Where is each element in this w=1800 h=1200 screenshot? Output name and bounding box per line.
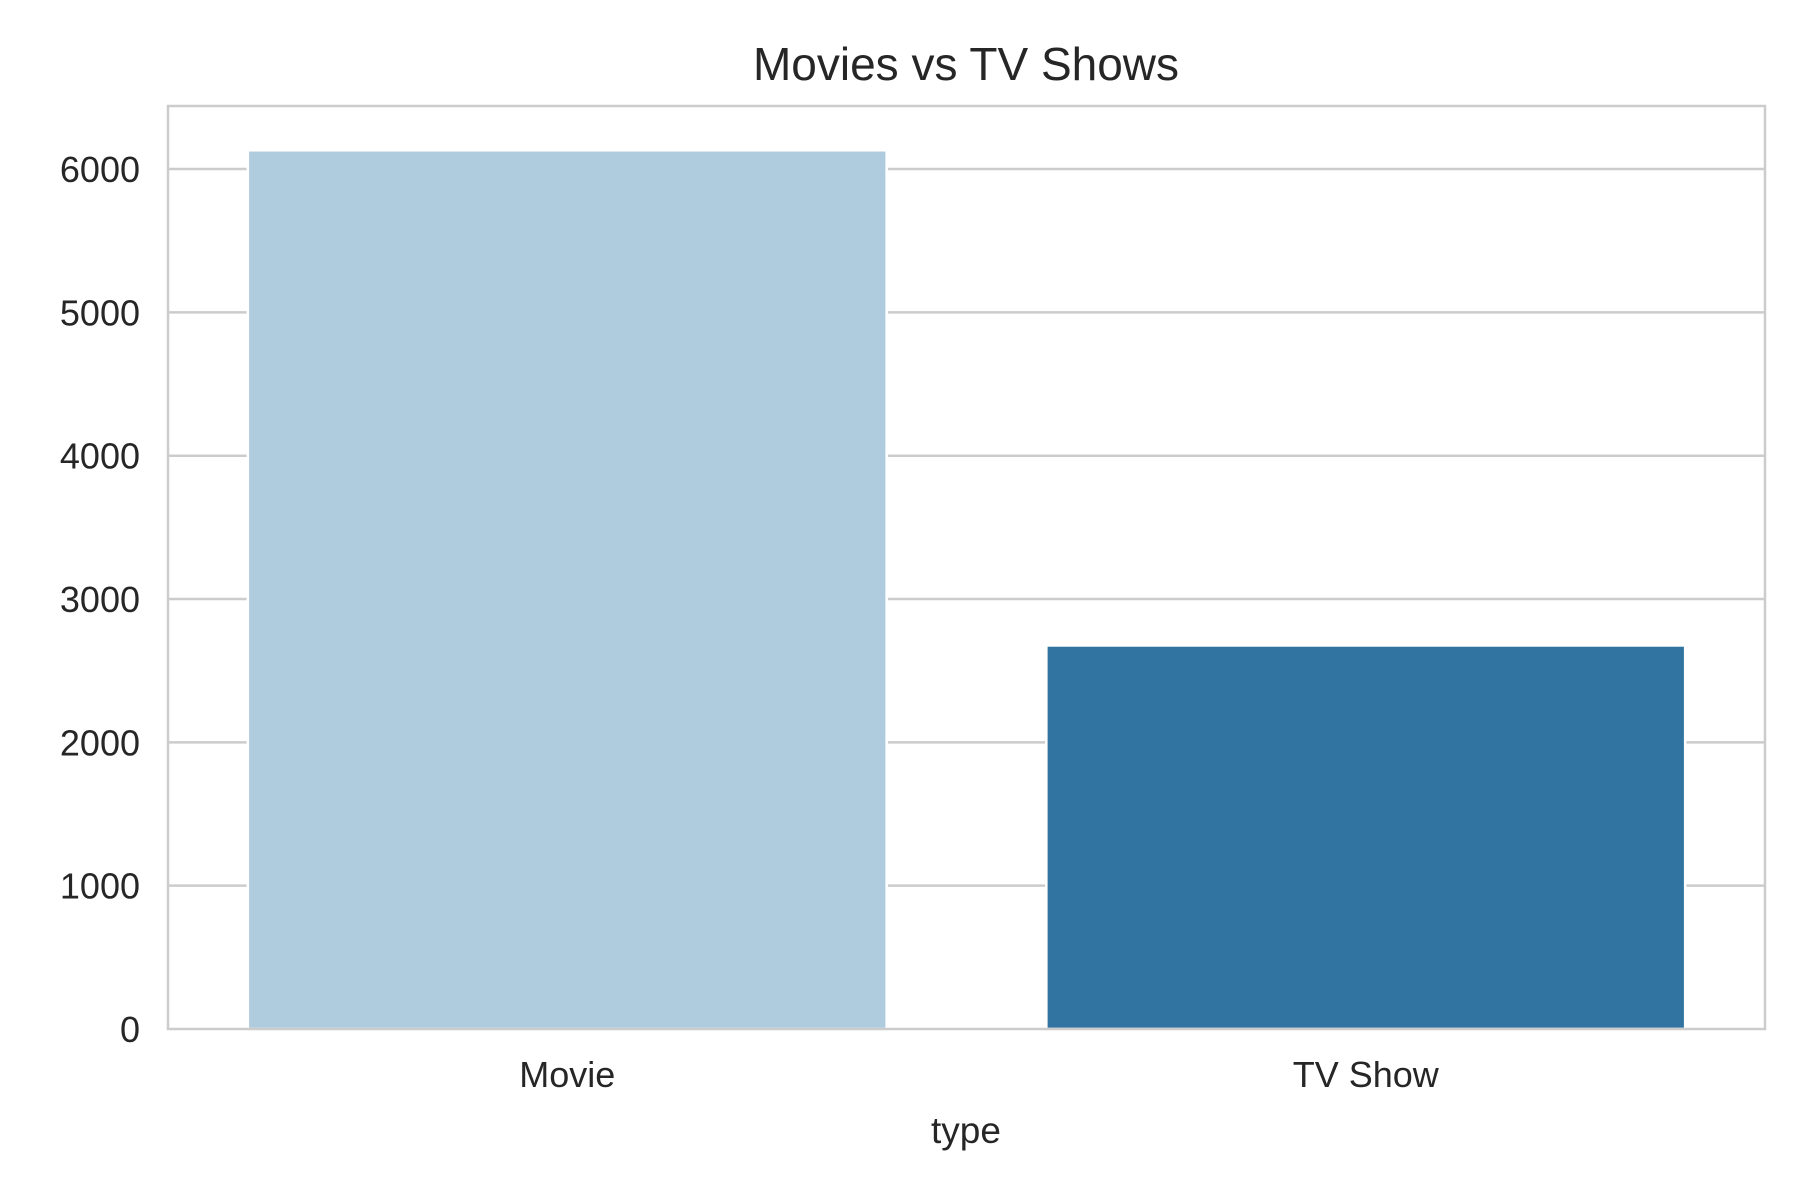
y-tick-label: 4000 (60, 436, 140, 477)
y-tick-label: 3000 (60, 579, 140, 620)
y-tick-label: 6000 (60, 149, 140, 190)
x-axis-label: type (931, 1110, 1001, 1151)
x-axis-ticks: Movie TV Show (519, 1054, 1440, 1095)
y-tick-label: 2000 (60, 722, 140, 763)
chart-title: Movies vs TV Shows (753, 38, 1179, 90)
x-tick-label: TV Show (1293, 1054, 1440, 1095)
bar-movie (246, 149, 888, 1031)
y-axis-ticks: 0 1000 2000 3000 4000 5000 6000 (60, 149, 140, 1050)
bar-tv-show (1045, 644, 1687, 1031)
y-tick-label: 0 (120, 1009, 140, 1050)
y-tick-label: 1000 (60, 866, 140, 907)
bars (246, 149, 1687, 1031)
plot-frame (166, 104, 1767, 1031)
x-tick-label: Movie (519, 1054, 615, 1095)
y-tick-label: 5000 (60, 292, 140, 333)
